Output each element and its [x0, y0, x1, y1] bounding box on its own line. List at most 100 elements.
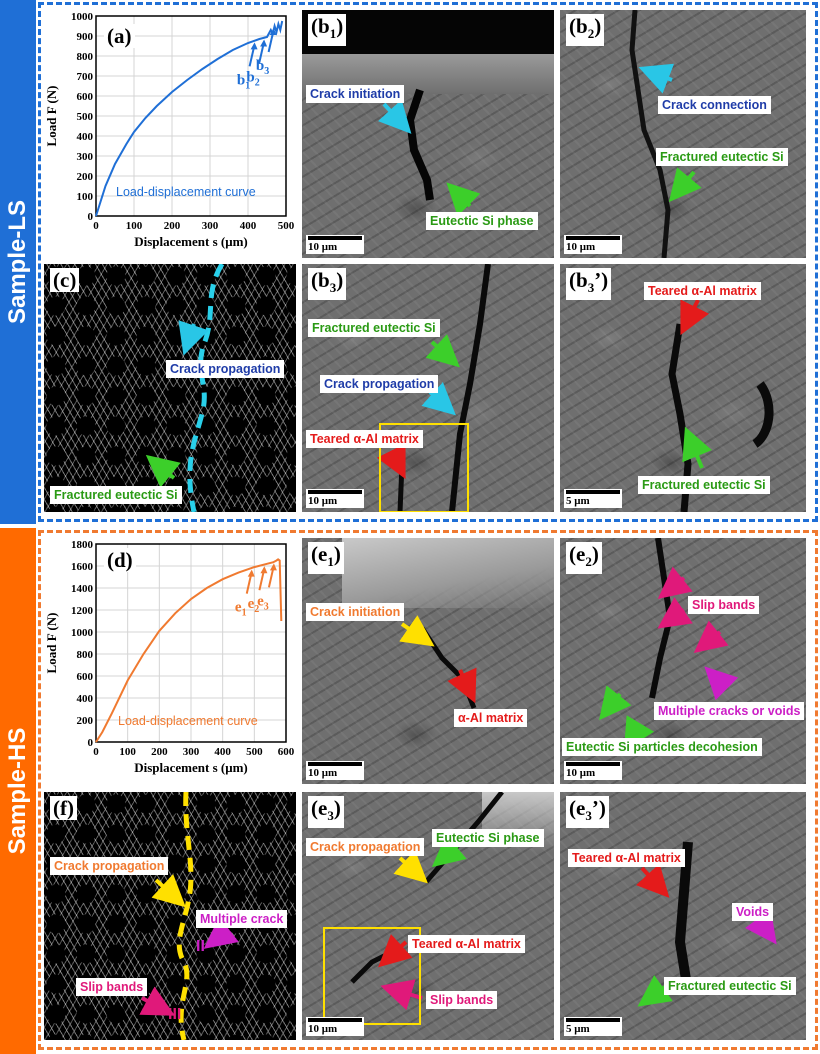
chart-d-xtick-4: 400: [214, 746, 231, 758]
chart-a-ytick-6: 600: [77, 91, 94, 103]
annotation-fractured-eutectic-si-c: Fractured eutectic Si: [50, 486, 182, 504]
chart-a-ytick-5: 500: [77, 111, 94, 123]
chart-d: 0 100 200 300 400 500 600 0 200 400 600 800 1000 1200…: [44, 539, 295, 775]
panel-b1: (b1) Crack initiation Eutectic Si phase …: [302, 10, 554, 258]
annotation-teared-al-matrix-b3: Teared α-Al matrix: [306, 430, 423, 448]
chart-d-ytick-4: 800: [77, 649, 94, 661]
chart-d-axes-frame: [95, 543, 287, 743]
chart-a-ytick-3: 300: [77, 151, 94, 163]
chart-d-ytick-2: 400: [77, 693, 94, 705]
chart-a-ytick-10: 1000: [71, 11, 94, 23]
chart-d-xlabel: Displacement s (μm): [134, 760, 248, 775]
scale-bar-b3: 10 μm: [306, 489, 364, 508]
annotation-crack-propagation-b3: Crack propagation: [320, 375, 439, 393]
chart-a-marker-label-2: b3: [256, 58, 269, 77]
chart-d-ytick-7: 1400: [71, 583, 94, 595]
chart-d-xtick-0: 0: [93, 746, 99, 758]
panel-f: (f) Crack propagation Multiple crack Sli…: [44, 792, 296, 1040]
panel-label-b3-prime: (b3’): [566, 268, 612, 301]
sidebar-sample-hs: Sample-HS: [0, 528, 36, 1054]
chart-a-xtick-1: 100: [126, 220, 143, 232]
panel-b2: (b2) Crack connection Fractured eutectic…: [560, 10, 806, 258]
panel-label-e3-prime: (e3’): [566, 796, 609, 829]
annotation-slip-bands-e3: Slip bands: [426, 991, 498, 1009]
scale-bar-e2: 10 μm: [564, 761, 622, 780]
chart-d-marker-head-1: [260, 566, 268, 574]
panel-b3: (b3) Fractured eutectic Si Crack propaga…: [302, 264, 554, 512]
annotation-crack-initiation-e1: Crack initiation: [306, 603, 405, 621]
curve-label-d: Load-displacement curve: [118, 714, 258, 728]
panel-label-b3: (b3): [308, 268, 347, 301]
chart-a: 0 100 200 300 400 500 0 100 200 300 400 500 600 700 80…: [44, 11, 295, 249]
chart-d-ytick-9: 1800: [71, 539, 94, 551]
chart-d-xtick-5: 500: [246, 746, 263, 758]
annotation-fractured-eutectic-si-b2: Fractured eutectic Si: [656, 148, 788, 166]
panel-label-a: (a): [104, 24, 135, 48]
chart-d-marker-label-1: e2: [248, 596, 260, 615]
panel-label-e1: (e1): [308, 542, 344, 575]
annotation-teared-al-matrix-b3-prime: Teared α-Al matrix: [644, 282, 761, 300]
scale-bar-e1: 10 μm: [306, 761, 364, 780]
annotation-crack-connection-b2: Crack connection: [658, 96, 771, 114]
annotation-eutectic-si-phase-b1: Eutectic Si phase: [426, 212, 538, 230]
chart-a-marker-label-1: b2: [246, 70, 259, 89]
panel-c: (c) Crack propagation Fractured eutectic…: [44, 264, 296, 512]
sample-ls-label: Sample-LS: [4, 199, 31, 325]
scale-bar-b3-prime: 5 μm: [564, 489, 622, 508]
panel-label-e3: (e3): [308, 796, 344, 829]
panel-a: 0 100 200 300 400 500 0 100 200 300 400 500 600 700 80…: [44, 8, 296, 258]
panel-label-e2: (e2): [566, 542, 602, 575]
chart-d-xtick-3: 300: [183, 746, 200, 758]
chart-d-ytick-5: 1000: [71, 627, 94, 639]
annotation-crack-propagation-c: Crack propagation: [166, 360, 285, 378]
annotation-crack-propagation-f: Crack propagation: [50, 857, 169, 875]
mark-ii-f: II: [196, 938, 205, 955]
annotation-eutectic-si-phase-e3: Eutectic Si phase: [432, 829, 544, 847]
annotation-crack-initiation-b1: Crack initiation: [306, 85, 405, 103]
panel-label-d: (d): [104, 548, 136, 572]
sidebar-sample-ls: Sample-LS: [0, 0, 36, 524]
chart-a-marker-label-0: b1: [237, 72, 250, 91]
chart-d-ytick-6: 1200: [71, 605, 94, 617]
annotation-multiple-cracks-e2: Multiple cracks or voids: [654, 702, 805, 720]
chart-a-ylabel: Load F (N): [44, 86, 59, 147]
annotation-fractured-eutectic-si-e3-prime: Fractured eutectic Si: [664, 977, 796, 995]
curve-label-a: Load-displacement curve: [116, 185, 256, 199]
annotation-teared-al-matrix-e3: Teared α-Al matrix: [408, 935, 525, 953]
chart-a-marker-head-0: [250, 42, 258, 50]
chart-d-marker-label-0: e1: [235, 600, 247, 619]
chart-d-marker-head-0: [247, 569, 255, 577]
annotation-teared-al-matrix-e3-prime: Teared α-Al matrix: [568, 849, 685, 867]
chart-d-ylabel: Load F (N): [44, 613, 59, 674]
ls-frame: [38, 2, 818, 522]
sample-hs-label: Sample-HS: [4, 727, 31, 855]
panel-label-b1: (b1): [308, 14, 347, 47]
chart-a-xtick-5: 500: [278, 220, 295, 232]
chart-d-series-line: [95, 558, 283, 743]
panel-e1: (e1) Crack initiation α-Al matrix 10 μm: [302, 538, 554, 784]
annotation-al-matrix-e1: α-Al matrix: [454, 709, 528, 727]
chart-d-ytick-8: 1600: [71, 561, 94, 573]
chart-a-marker-head-1: [260, 39, 268, 47]
chart-d-ytick-3: 600: [77, 671, 94, 683]
hs-frame: [38, 530, 818, 1050]
panel-label-b2: (b2): [566, 14, 605, 47]
chart-d-ytick-1: 200: [77, 715, 94, 727]
scale-bar-e3: 10 μm: [306, 1017, 364, 1036]
panel-e3: (e3) Crack propagation Eutectic Si phase…: [302, 792, 554, 1040]
chart-d-xtick-6: 600: [278, 746, 295, 758]
annotation-si-decohesion-e2: Eutectic Si particles decohesion: [562, 738, 762, 756]
chart-a-ytick-7: 700: [77, 71, 94, 83]
chart-a-xtick-4: 400: [240, 220, 257, 232]
chart-a-ytick-2: 200: [77, 171, 94, 183]
chart-a-axes-frame: [95, 15, 287, 217]
chart-a-ytick-9: 900: [77, 31, 94, 43]
panel-e3-prime: (e3’) Teared α-Al matrix Voids Fractured…: [560, 792, 806, 1040]
chart-a-xlabel: Displacement s (μm): [134, 234, 248, 249]
annotation-slip-bands-e2: Slip bands: [688, 596, 760, 614]
chart-d-marker-label-2: e3: [257, 593, 269, 612]
chart-a-series-line: [95, 20, 284, 217]
annotation-voids-e3-prime: Voids: [732, 903, 774, 921]
chart-d-xtick-2: 200: [151, 746, 168, 758]
annotation-multiple-crack-f: Multiple crack: [196, 910, 288, 928]
